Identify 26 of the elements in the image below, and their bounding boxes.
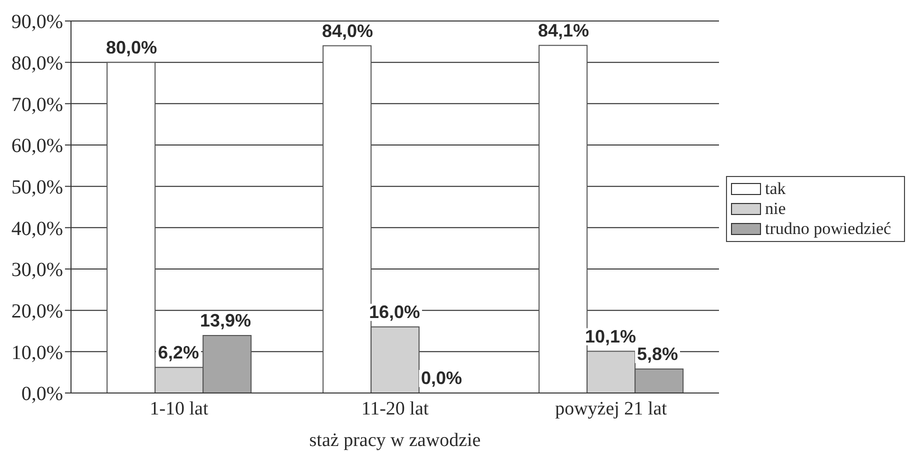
y-tick-label: 10,0% xyxy=(11,342,63,364)
x-tick-label: powyżej 21 lat xyxy=(555,398,668,420)
y-tick-label: 50,0% xyxy=(11,176,63,198)
data-label: 5,8% xyxy=(636,344,678,364)
x-tick-label: 11-20 lat xyxy=(361,398,430,420)
data-label: 84,1% xyxy=(538,20,590,40)
text: tak xyxy=(765,179,786,199)
y-tick-label: 0,0% xyxy=(21,383,63,406)
data-label: 6,2% xyxy=(158,342,200,362)
y-tick-label: 30,0% xyxy=(11,259,63,282)
legend-label: trudno powiedzieć xyxy=(765,219,892,239)
legend-label: nie xyxy=(765,199,786,219)
y-tick-label: 40,0% xyxy=(11,218,63,240)
data-label: 0,0% xyxy=(420,368,462,388)
y-tick-label: 90,0% xyxy=(11,11,63,34)
x-axis-title: staż pracy w zawodzie xyxy=(309,430,481,451)
data-label: 13,9% xyxy=(200,310,252,331)
x-tick-label: 1-10 lat xyxy=(150,398,209,420)
data-label: 80,0% xyxy=(106,37,158,58)
data-label: 16,0% xyxy=(368,302,420,322)
y-tick-label: 80,0% xyxy=(11,52,63,74)
y-tick-label: 70,0% xyxy=(11,94,63,116)
data-label: 10,1% xyxy=(584,326,636,346)
data-label: 84,0% xyxy=(322,20,374,41)
y-tick-label: 20,0% xyxy=(11,300,63,322)
y-tick-label: 60,0% xyxy=(11,135,63,158)
